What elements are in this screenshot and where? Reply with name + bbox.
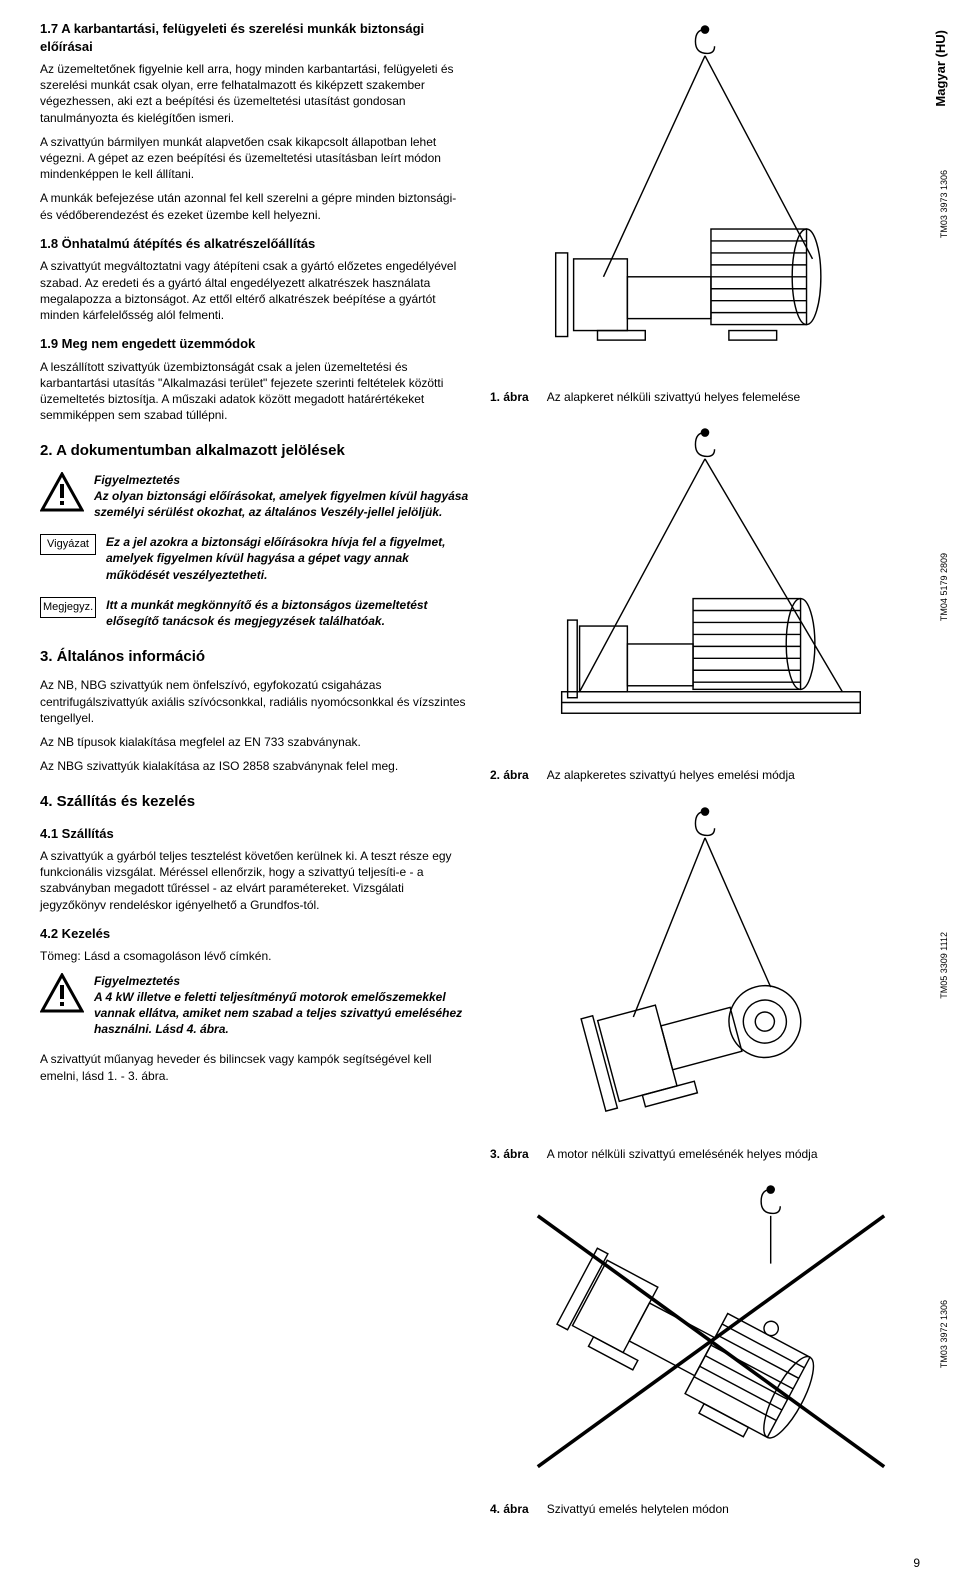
- para: Az NBG szivattyúk kialakítása az ISO 285…: [40, 758, 470, 774]
- figure-number: 3. ábra: [490, 1146, 529, 1162]
- caution-label-box: Vigyázat: [40, 534, 96, 555]
- figure-caption-text: Az alapkeret nélküli szivattyú helyes fe…: [547, 389, 800, 405]
- pump-lift-diagram-3: [490, 802, 920, 1136]
- para: Az NB, NBG szivattyúk nem önfelszívó, eg…: [40, 677, 470, 726]
- notice-caution: Vigyázat Ez a jel azokra a biztonsági el…: [40, 534, 470, 583]
- para: A szivattyút műanyag heveder és bilincse…: [40, 1051, 470, 1083]
- figure-caption: 3. ábra A motor nélküli szivattyú emelés…: [490, 1146, 920, 1162]
- para: Tömeg: Lásd a csomagoláson lévő címkén.: [40, 948, 470, 964]
- figure-code: TM03 3973 1306: [938, 170, 950, 238]
- pump-lift-diagram-2: [490, 423, 920, 757]
- heading-1-7: 1.7 A karbantartási, felügyeleti és szer…: [40, 20, 470, 55]
- figure-code: TM04 5179 2809: [938, 553, 950, 621]
- warning-triangle-icon: [40, 472, 84, 512]
- para: Az NB típusok kialakítása megfelel az EN…: [40, 734, 470, 750]
- para: A szivattyúk a gyárból teljes tesztelést…: [40, 848, 470, 913]
- figure-number: 2. ábra: [490, 767, 529, 783]
- para: A leszállított szivattyúk üzembiztonságá…: [40, 359, 470, 424]
- notice-label-italic: Figyelmeztetés: [94, 472, 470, 488]
- figure-caption-text: Az alapkeretes szivattyú helyes emelési …: [547, 767, 795, 783]
- warning-triangle-icon: [40, 973, 84, 1013]
- para: A szivattyún bármilyen munkát alapvetően…: [40, 134, 470, 183]
- language-tab: Magyar (HU): [932, 30, 950, 107]
- heading-3: 3. Általános információ: [40, 647, 470, 667]
- left-column: 1.7 A karbantartási, felügyeleti és szer…: [40, 20, 470, 1535]
- notice-text: Figyelmeztetés Az olyan biztonsági előír…: [94, 472, 470, 521]
- page-layout: 1.7 A karbantartási, felügyeleti és szer…: [40, 20, 920, 1535]
- heading-4: 4. Szállítás és kezelés: [40, 792, 470, 812]
- figure-3: TM05 3309 1112 3. ábra A motor nélküli s…: [490, 802, 920, 1163]
- heading-4-2: 4.2 Kezelés: [40, 925, 470, 943]
- figure-4: TM03 3972 1306 4. ábra Szivattyú emelés …: [490, 1180, 920, 1517]
- figure-number: 4. ábra: [490, 1501, 529, 1517]
- figure-code: TM05 3309 1112: [938, 932, 950, 999]
- heading-1-8: 1.8 Önhatalmú átépítés és alkatrészelőál…: [40, 235, 470, 253]
- notice-text: Figyelmeztetés A 4 kW illetve e feletti …: [94, 973, 470, 1038]
- heading-2: 2. A dokumentumban alkalmazott jelölések: [40, 441, 470, 461]
- figure-2: TM04 5179 2809 2. ábra Az alapkeretes sz…: [490, 423, 920, 784]
- note-label-box: Megjegyz.: [40, 597, 96, 618]
- notice-warning: Figyelmeztetés Az olyan biztonsági előír…: [40, 472, 470, 521]
- notice-warning-42: Figyelmeztetés A 4 kW illetve e feletti …: [40, 973, 470, 1038]
- heading-4-1: 4.1 Szállítás: [40, 825, 470, 843]
- heading-1-9: 1.9 Meg nem engedett üzemmódok: [40, 335, 470, 353]
- notice-body: Az olyan biztonsági előírásokat, amelyek…: [94, 488, 470, 520]
- notice-body: Itt a munkát megkönnyítő és a biztonságo…: [106, 597, 470, 629]
- figure-caption: 4. ábra Szivattyú emelés helytelen módon: [490, 1501, 920, 1517]
- figure-caption-text: Szivattyú emelés helytelen módon: [547, 1501, 729, 1517]
- notice-label-italic: Figyelmeztetés: [94, 973, 470, 989]
- pump-lift-diagram-4-wrong: [490, 1180, 920, 1491]
- para: A szivattyút megváltoztatni vagy átépíte…: [40, 258, 470, 323]
- page-number: 9: [40, 1555, 920, 1571]
- notice-body: A 4 kW illetve e feletti teljesítményű m…: [94, 989, 470, 1038]
- figure-caption-text: A motor nélküli szivattyú emelésénék hel…: [547, 1146, 818, 1162]
- notice-note: Megjegyz. Itt a munkát megkönnyítő és a …: [40, 597, 470, 629]
- figure-caption: 2. ábra Az alapkeretes szivattyú helyes …: [490, 767, 920, 783]
- figure-1: TM03 3973 1306 1. ábra Az alapkeret nélk…: [490, 20, 920, 405]
- pump-lift-diagram-1: [490, 20, 920, 378]
- figure-caption: 1. ábra Az alapkeret nélküli szivattyú h…: [490, 389, 920, 405]
- notice-body: Ez a jel azokra a biztonsági előírásokra…: [106, 534, 470, 583]
- right-column: Magyar (HU): [490, 20, 920, 1535]
- para: Az üzemeltetőnek figyelnie kell arra, ho…: [40, 61, 470, 126]
- para: A munkák befejezése után azonnal fel kel…: [40, 190, 470, 222]
- figure-number: 1. ábra: [490, 389, 529, 405]
- figure-code: TM03 3972 1306: [938, 1300, 950, 1368]
